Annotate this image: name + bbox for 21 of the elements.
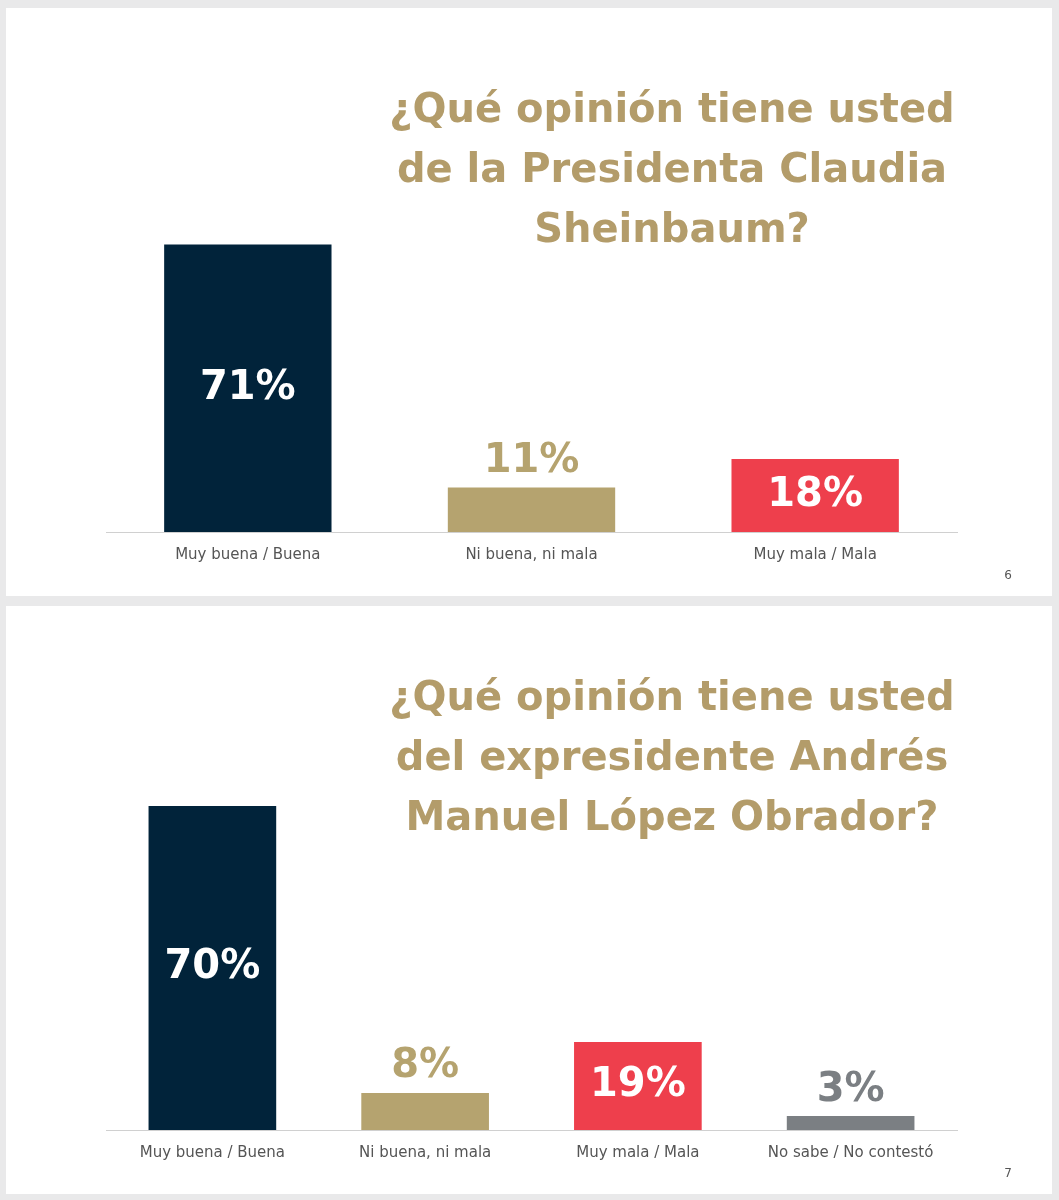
text: 6 [1004, 568, 1012, 582]
bar [786, 1116, 915, 1130]
bar [361, 1092, 489, 1130]
x-tick-label: Ni buena, ni mala [465, 544, 598, 563]
data-label: 8% [391, 1040, 460, 1087]
data-label: 71% [199, 361, 296, 408]
x-tick-label: Muy buena / Buena [139, 1142, 286, 1161]
chart-title: ¿Qué opinión tiene usted del expresidente Andrés Manuel López Obrador? [388, 672, 956, 841]
data-label: 3% [816, 1063, 885, 1110]
x-tick-label: Ni buena, ni mala [358, 1142, 492, 1161]
x-tick-label: No sabe / No contestó [767, 1142, 934, 1161]
data-label: 11% [483, 434, 580, 481]
data-label: 19% [590, 1059, 686, 1106]
bar [148, 806, 277, 1130]
x-tick-label: Muy buena / Buena [175, 544, 321, 563]
chart-title: ¿Qué opinión tiene usted de la Presidenta Claudia Sheinbaum? [388, 84, 956, 253]
data-label: 18% [767, 468, 864, 515]
text: 7 [1004, 1166, 1012, 1180]
x-tick-label: Muy mala / Mala [753, 544, 877, 563]
data-label: 70% [164, 941, 261, 988]
x-tick-label: Muy mala / Mala [576, 1142, 700, 1161]
